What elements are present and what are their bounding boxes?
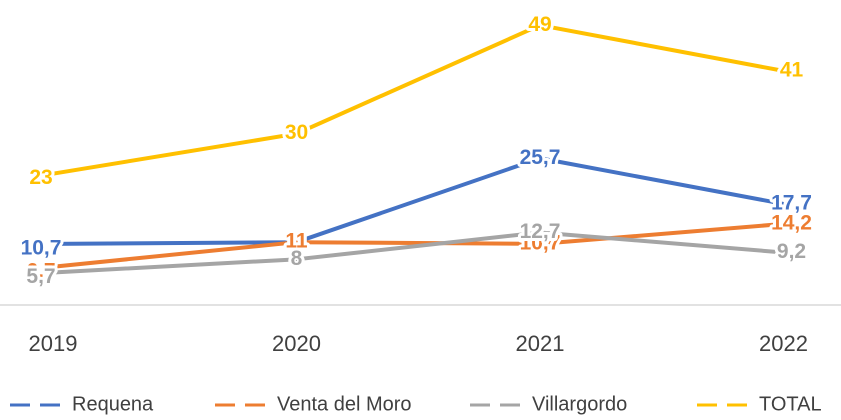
legend-label: TOTAL	[759, 393, 822, 415]
legend-label: Requena	[72, 393, 154, 415]
data-label: 17,7	[771, 191, 812, 214]
data-label: 5,7	[26, 265, 55, 288]
series-line	[52, 156, 784, 246]
data-label: 12,7	[520, 220, 561, 243]
data-label: 23	[29, 166, 52, 189]
x-tick-label: 2020	[272, 331, 321, 356]
x-tick-label: 2019	[29, 331, 78, 356]
data-label: 9,2	[777, 240, 806, 263]
data-label: 11	[285, 230, 308, 253]
data-label: 10,7	[520, 231, 561, 254]
series-line	[52, 221, 784, 269]
data-label: 14,2	[771, 211, 812, 234]
data-label: 11	[285, 230, 308, 253]
legend-label: Venta del Moro	[277, 393, 412, 415]
data-label: 41	[780, 58, 804, 81]
series-line	[52, 230, 784, 275]
series-line	[52, 23, 784, 176]
data-label: 10,7	[21, 236, 62, 259]
data-label: 49	[528, 13, 551, 36]
data-label: 25,7	[520, 146, 561, 169]
x-tick-label: 2022	[759, 331, 808, 356]
x-tick-label: 2021	[516, 331, 565, 356]
data-label: 30	[285, 121, 308, 144]
data-label: 8	[291, 247, 303, 270]
legend-label: Villargordo	[532, 393, 627, 415]
data-label: 6,7	[26, 259, 55, 282]
